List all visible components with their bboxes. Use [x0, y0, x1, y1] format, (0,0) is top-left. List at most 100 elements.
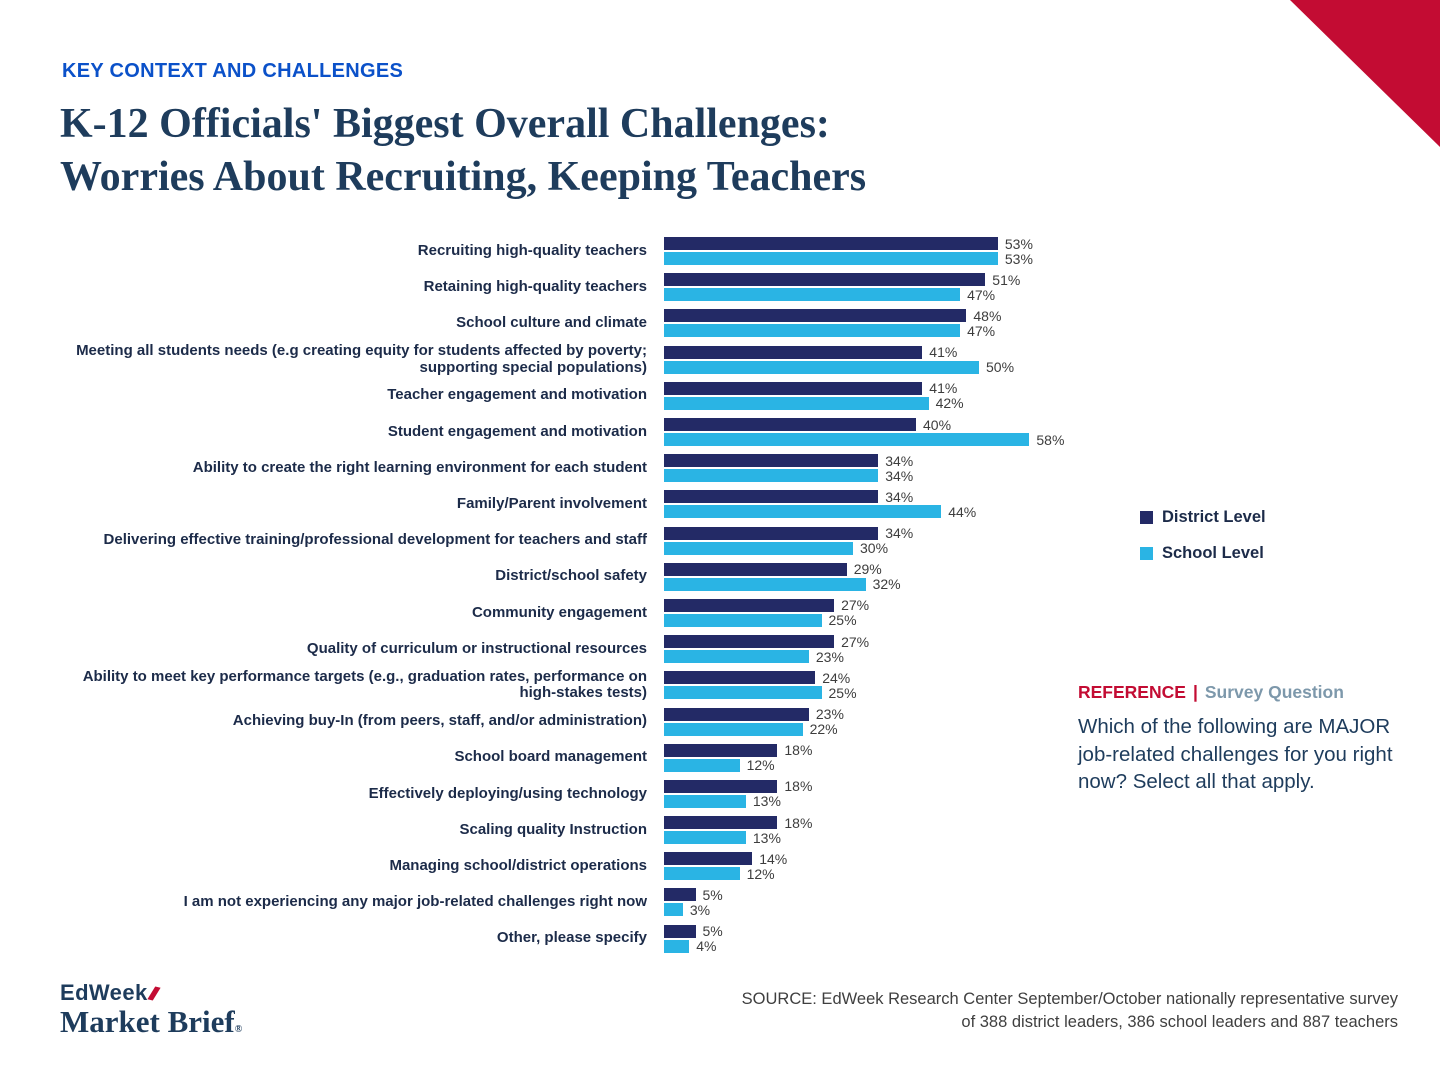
bar-line: 27%: [664, 597, 870, 614]
bar-value-label: 18%: [784, 814, 813, 831]
bar-district-level: [664, 562, 847, 576]
reference-block: REFERENCE | Survey Question Which of the f…: [1078, 682, 1400, 796]
bar-value-label: 47%: [967, 286, 996, 303]
source-line2: of 388 district leaders, 386 school lead…: [961, 1013, 1398, 1032]
bar-line: 5%: [664, 923, 723, 939]
bar-value-label: 42%: [935, 395, 964, 412]
legend-item-school: School Level: [1140, 544, 1266, 563]
category-label: Recruiting high-quality teachers: [417, 241, 647, 259]
bar-district-level: [664, 852, 753, 866]
legend-label-district: District Level: [1162, 508, 1266, 526]
bar-school-level: [664, 324, 961, 338]
category-label: Ability to create the right learning env…: [192, 458, 647, 476]
bar-group: 48% 47%: [664, 307, 1002, 339]
bar-school-level: [664, 433, 1030, 447]
bar-value-label: 24%: [822, 669, 851, 686]
bar-school-level: [664, 505, 942, 519]
bar-line: 18%: [664, 742, 813, 759]
bar-line: 13%: [664, 829, 812, 846]
bar-value-label: 41%: [929, 344, 958, 361]
bar-district-level: [664, 309, 967, 323]
category-label: Ability to meet key performance targets …: [82, 667, 647, 702]
chart-row: Quality of curriculum or instructional r…: [60, 631, 1064, 667]
bar-school-level: [664, 722, 803, 736]
bar-value-label: 48%: [973, 307, 1002, 324]
bar-district-level: [664, 237, 998, 251]
chart-row: Effectively deploying/using technology 18…: [60, 776, 1064, 812]
survey-question-text: Which of the following are MAJOR job-rel…: [1078, 715, 1393, 794]
page-title-line1: K-12 Officials' Biggest Overall Challeng…: [60, 101, 830, 147]
chart-row: Community engagement 27% 25%: [60, 595, 1064, 631]
category-label: Other, please specify: [496, 929, 647, 947]
bar-line: 12%: [664, 866, 787, 882]
logo-edweek: EdWeek: [60, 980, 242, 1006]
logo-market-brief: Market Brief®: [60, 1004, 242, 1039]
bar-school-level: [664, 360, 979, 374]
bar-district-level: [664, 779, 778, 793]
bar-district-level: [664, 743, 778, 757]
legend-label-school: School Level: [1162, 544, 1264, 562]
chart-row: Scaling quality Instruction 18% 13%: [60, 812, 1064, 848]
bar-value-label: 3%: [689, 901, 711, 918]
category-label: Quality of curriculum or instructional r…: [306, 639, 647, 657]
bar-value-label: 32%: [872, 576, 901, 593]
bar-value-label: 40%: [923, 416, 952, 433]
bar-school-level: [664, 613, 822, 627]
bar-group: 18% 13%: [664, 814, 813, 846]
bar-value-label: 18%: [784, 742, 813, 759]
bar-school-level: [664, 831, 746, 845]
bar-group: 41% 50%: [664, 344, 1014, 375]
bar-value-label: 13%: [752, 829, 781, 846]
bar-value-label: 34%: [885, 525, 914, 542]
bar-group: 24% 25%: [664, 669, 857, 701]
bar-line: 13%: [664, 793, 812, 809]
bar-value-label: 27%: [841, 597, 870, 614]
category-label: Community engagement: [471, 603, 647, 621]
category-label: Family/Parent involvement: [456, 495, 647, 512]
bar-group: 18% 12%: [664, 742, 813, 773]
bar-school-level: [664, 794, 746, 808]
category-label: Meeting all students needs (e.g creating…: [76, 341, 647, 376]
bar-group: 14% 12%: [664, 850, 788, 882]
category-label: Delivering effective training/profession…: [103, 531, 647, 549]
edweek-market-brief-logo: EdWeek Market Brief®: [60, 980, 242, 1039]
bar-line: 50%: [664, 359, 1014, 375]
bar-value-label: 14%: [759, 850, 788, 867]
bar-line: 40%: [664, 416, 1064, 433]
bar-group: 53% 53%: [664, 236, 1033, 267]
bar-line: 24%: [664, 669, 857, 686]
bar-school-level: [664, 650, 809, 664]
bar-school-level: [664, 469, 879, 483]
bar-line: 47%: [664, 286, 1020, 303]
logo-market-brief-text: Market Brief: [60, 1004, 235, 1039]
chart-row: Meeting all students needs (e.g creating…: [60, 342, 1064, 378]
category-label: School board management: [454, 748, 647, 766]
bar-school-level: [664, 288, 961, 302]
eyebrow-heading: KEY CONTEXT AND CHALLENGES: [62, 60, 404, 82]
bar-school-level: [664, 758, 740, 772]
bar-district-level: [664, 418, 916, 432]
source-line1: SOURCE: EdWeek Research Center September…: [741, 990, 1398, 1008]
bar-group: 5% 4%: [664, 923, 723, 954]
category-label: Achieving buy-In (from peers, staff, and…: [232, 712, 647, 730]
bar-line: 48%: [664, 307, 1002, 324]
category-label: Teacher engagement and motivation: [387, 386, 647, 404]
bar-value-label: 18%: [784, 778, 813, 795]
category-label: Scaling quality Instruction: [459, 820, 647, 838]
chart-row: Managing school/district operations 14% 12…: [60, 848, 1064, 884]
bar-line: 18%: [664, 778, 813, 795]
bar-group: 27% 23%: [664, 634, 869, 665]
bar-line: 5%: [664, 886, 723, 903]
bar-value-label: 34%: [885, 452, 914, 469]
reference-heading: REFERENCE | Survey Question: [1078, 682, 1400, 703]
logo-accent-icon: [146, 986, 161, 1001]
category-label: I am not experiencing any major job-rela…: [183, 893, 647, 911]
page-title: K-12 Officials' Biggest Overall Challeng…: [60, 98, 866, 204]
school-swatch-icon: [1140, 547, 1153, 560]
bar-value-label: 5%: [702, 886, 723, 903]
chart-row: I am not experiencing any major job-rela…: [60, 884, 1064, 920]
corner-accent-triangle: [1290, 0, 1440, 147]
bar-line: 25%: [664, 612, 869, 628]
bar-district-level: [664, 816, 778, 830]
bar-value-label: 30%: [860, 540, 889, 557]
